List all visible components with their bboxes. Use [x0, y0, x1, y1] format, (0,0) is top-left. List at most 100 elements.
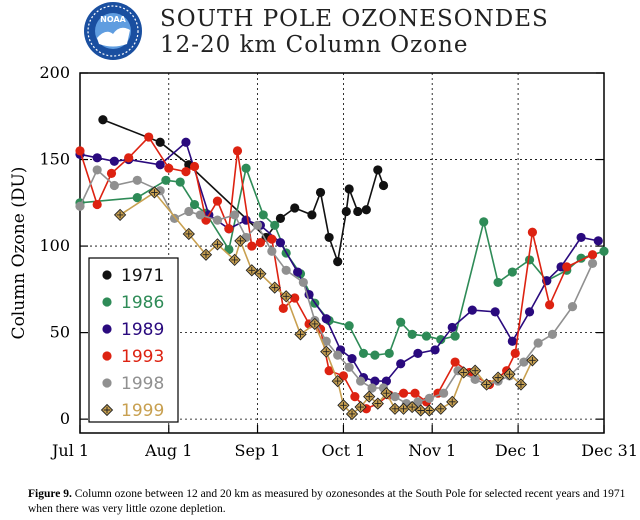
data-point-cross — [282, 292, 290, 300]
legend-label: 1971 — [121, 266, 164, 286]
data-point — [102, 297, 112, 307]
legend: 1971 1986 1989 1993 1998 1999 — [88, 257, 179, 423]
data-point-cross — [271, 284, 279, 291]
data-point-cross — [426, 407, 433, 414]
data-point — [413, 348, 423, 358]
data-point — [407, 329, 417, 339]
data-point — [430, 345, 440, 355]
data-point — [344, 362, 354, 372]
data-point — [92, 165, 102, 175]
legend-item-1999: 1999 — [100, 401, 164, 421]
data-point — [270, 220, 280, 230]
data-point — [490, 307, 500, 317]
data-point — [576, 232, 586, 243]
data-point — [102, 378, 112, 388]
data-point — [358, 348, 369, 358]
data-point — [338, 371, 349, 381]
data-point — [333, 350, 343, 360]
data-point-cross — [529, 357, 536, 364]
data-point — [510, 348, 520, 358]
data-point — [161, 175, 171, 185]
data-point — [470, 374, 480, 384]
data-point — [398, 388, 409, 398]
chart-title-line2: 12-20 km Column Ozone — [160, 32, 468, 58]
data-point — [341, 206, 351, 217]
data-point — [298, 277, 308, 288]
data-point — [75, 146, 85, 156]
data-point — [252, 220, 263, 230]
y-tick-label: 100 — [39, 236, 70, 255]
data-point — [353, 206, 363, 217]
data-point — [267, 234, 277, 244]
data-point — [124, 153, 134, 163]
data-point — [102, 351, 112, 361]
data-point — [373, 165, 383, 175]
legend-item-1986: 1986 — [102, 293, 164, 313]
data-point — [144, 132, 154, 142]
data-point — [381, 376, 391, 386]
x-tick-label: Dec 31 — [581, 441, 638, 460]
data-point — [189, 199, 200, 210]
data-point — [224, 224, 234, 234]
data-point — [321, 336, 331, 346]
series-1999 — [113, 186, 539, 421]
caption-text: Column ozone between 12 and 20 km as mea… — [28, 488, 626, 515]
legend-label: 1986 — [121, 293, 164, 313]
legend-box — [88, 257, 179, 423]
data-point-cross — [297, 331, 304, 338]
data-point-cross — [257, 270, 264, 278]
y-tick-label: 0 — [60, 409, 70, 428]
data-point — [524, 307, 535, 317]
data-point — [547, 329, 558, 339]
data-point — [524, 255, 535, 265]
data-point — [241, 163, 251, 173]
data-point — [344, 321, 354, 331]
y-tick-label: 200 — [39, 63, 70, 82]
data-point — [258, 210, 268, 220]
data-point — [593, 236, 603, 246]
data-point — [247, 241, 257, 251]
data-point — [307, 210, 317, 220]
caption-label: Figure 9. — [28, 488, 72, 500]
data-point — [410, 388, 420, 398]
data-point — [396, 359, 406, 369]
data-point — [164, 163, 174, 173]
data-point — [493, 277, 503, 288]
legend-item-1989: 1989 — [102, 320, 164, 340]
data-point-cross — [494, 374, 502, 381]
data-point — [278, 303, 288, 313]
data-point — [106, 168, 117, 178]
data-point — [92, 199, 102, 210]
data-point — [230, 210, 240, 220]
data-point-cross — [311, 320, 319, 328]
data-point — [290, 203, 300, 213]
data-point — [109, 180, 119, 191]
x-tick-label: Jul 1 — [50, 441, 89, 460]
legend-label: 1998 — [121, 374, 164, 394]
data-point — [102, 270, 112, 280]
data-point — [533, 338, 543, 348]
data-point — [132, 193, 142, 203]
data-point — [181, 167, 191, 177]
data-point — [109, 156, 119, 166]
data-point — [290, 293, 300, 303]
y-tick-label: 50 — [50, 323, 70, 342]
x-tick-label: Oct 1 — [322, 441, 366, 460]
legend-label: 1999 — [121, 401, 164, 421]
data-point — [390, 392, 400, 402]
data-point — [361, 205, 371, 215]
data-point-cross — [374, 400, 382, 407]
data-point-cross — [214, 241, 221, 248]
y-tick-label: 150 — [39, 150, 70, 169]
data-point — [315, 187, 326, 198]
data-point — [424, 393, 434, 403]
data-point — [333, 257, 343, 267]
data-point — [175, 177, 185, 187]
logo-text: NOAA — [100, 15, 126, 24]
data-point — [370, 376, 380, 386]
data-point-cross — [400, 405, 407, 413]
data-point — [413, 397, 423, 407]
data-point-cross — [237, 237, 244, 245]
x-axis: Jul 1 Aug 1 Sep 1 Oct 1 Nov 1 Dec 1 Dec 31 — [50, 425, 638, 460]
